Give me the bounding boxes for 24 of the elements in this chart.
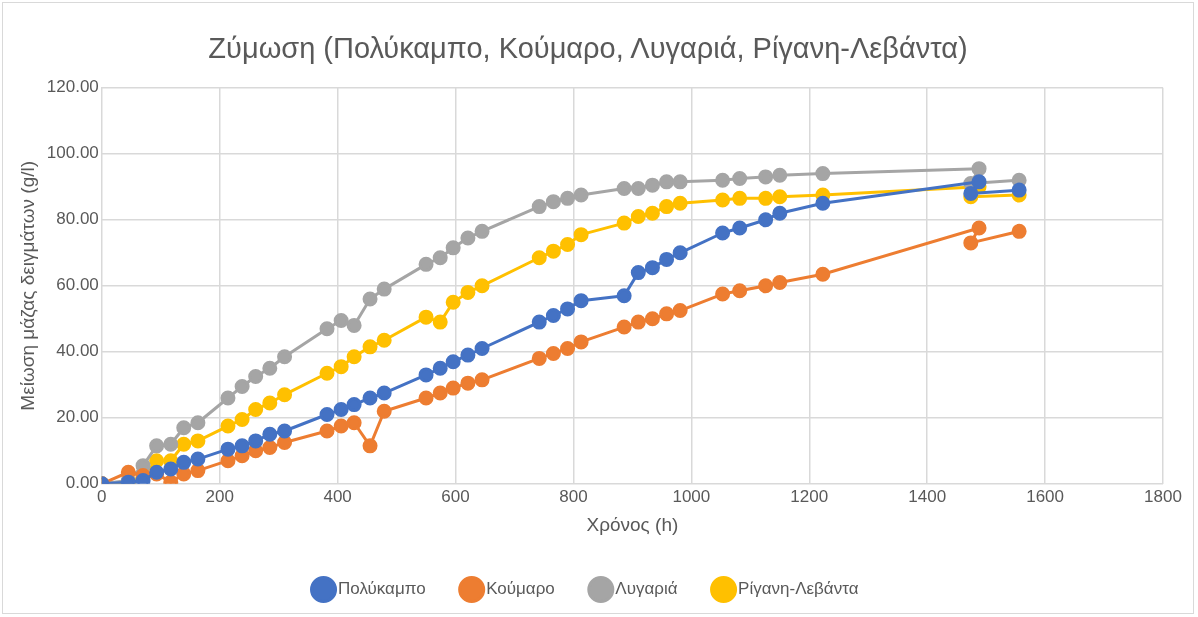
y-tick-label: 0.00 [65,473,99,493]
y-tick-label: 120.00 [46,77,99,97]
y-tick-label: 20.00 [56,407,99,427]
x-tick-label: 1000 [672,486,711,506]
y-tick-label: 40.00 [56,341,99,361]
legend-label: Ρίγανη-Λεβάντα [738,579,859,599]
y-tick-label: 100.00 [46,143,99,163]
x-tick-label: 600 [441,486,470,506]
chart-title: Ζύμωση (Πολύκαμπο, Κούμαρο, Λυγαριά, Ρίγανη-Λεβάντα) [208,32,968,65]
x-tick-label: 400 [323,486,352,506]
x-tick-label: 1800 [1144,486,1182,506]
x-tick-label: 1600 [1026,486,1064,506]
legend-label: Λυγαριά [615,579,678,599]
y-tick-label: 60.00 [56,275,99,295]
x-tick-label: 1400 [908,486,947,506]
x-tick-label: 200 [205,486,234,506]
y-tick-label: 80.00 [56,209,99,229]
legend-label: Πολύκαμπο [338,579,426,599]
legend-label: Κούμαρο [486,579,555,599]
x-tick-label: 1200 [790,486,829,506]
y-axis-title: Μείωση μάζας δειγμάτων (g/l) [16,160,38,411]
x-axis-title: Χρόνος (h) [586,513,679,535]
x-tick-label: 800 [559,486,588,506]
x-tick-label: 0 [97,486,107,506]
